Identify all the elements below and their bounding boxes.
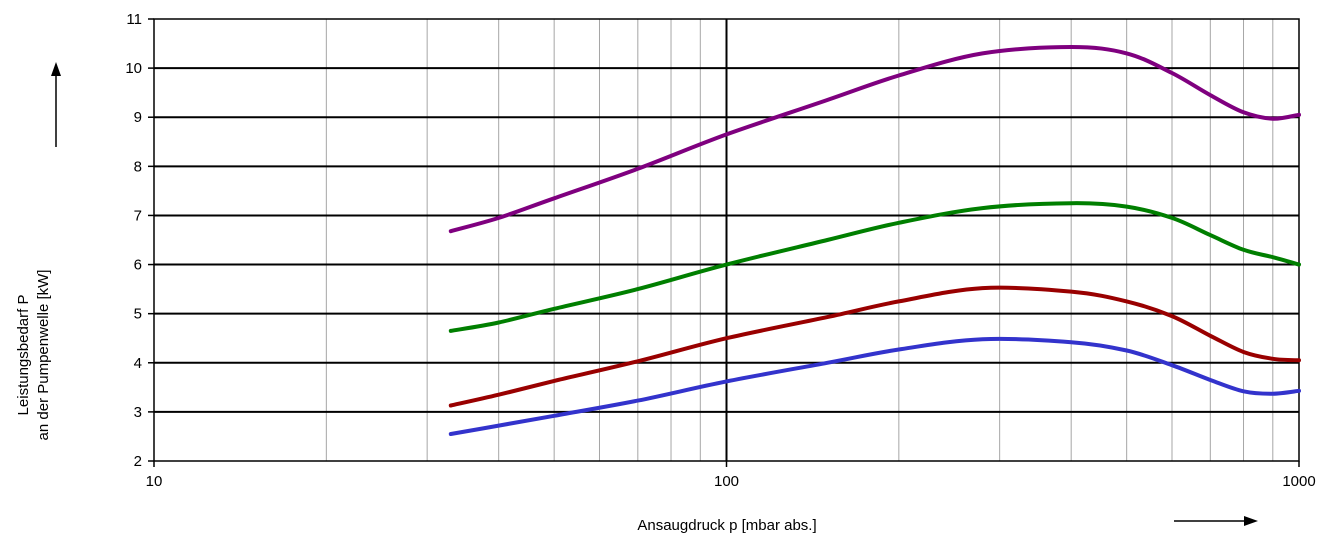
y-axis-label-line1: Leistungsbedarf P — [15, 295, 32, 416]
x-tick-label: 10 — [146, 473, 163, 490]
y-tick-label: 8 — [134, 158, 142, 175]
x-tick-label: 100 — [714, 473, 739, 490]
y-tick-label: 2 — [134, 453, 142, 470]
y-arrow-icon — [51, 62, 61, 147]
y-tick-label: 11 — [126, 11, 142, 28]
grid — [154, 19, 1299, 461]
y-tick-label: 6 — [134, 257, 142, 274]
x-arrow-icon — [1174, 516, 1258, 526]
series-line-2 — [448, 201, 1301, 333]
y-tick-label: 4 — [134, 355, 142, 372]
tick-labels: 2 3 4 5 6 7 8 9 10 11 10 100 1000 — [125, 11, 1315, 490]
y-tick-label: 7 — [134, 207, 142, 224]
y-tick-label: 10 — [125, 60, 142, 77]
y-tick-label: 9 — [134, 109, 142, 126]
y-axis-label-line2: an der Pumpenwelle [kW] — [35, 270, 52, 441]
y-tick-label: 5 — [134, 306, 142, 323]
series-line-4 — [448, 336, 1301, 436]
x-axis-label: Ansaugdruck p [mbar abs.] — [637, 517, 816, 534]
series-line-1 — [448, 45, 1301, 234]
series-layer — [448, 45, 1301, 436]
y-tick-label: 3 — [134, 404, 142, 421]
series-line-3 — [448, 285, 1301, 408]
x-tick-label: 1000 — [1282, 473, 1315, 490]
